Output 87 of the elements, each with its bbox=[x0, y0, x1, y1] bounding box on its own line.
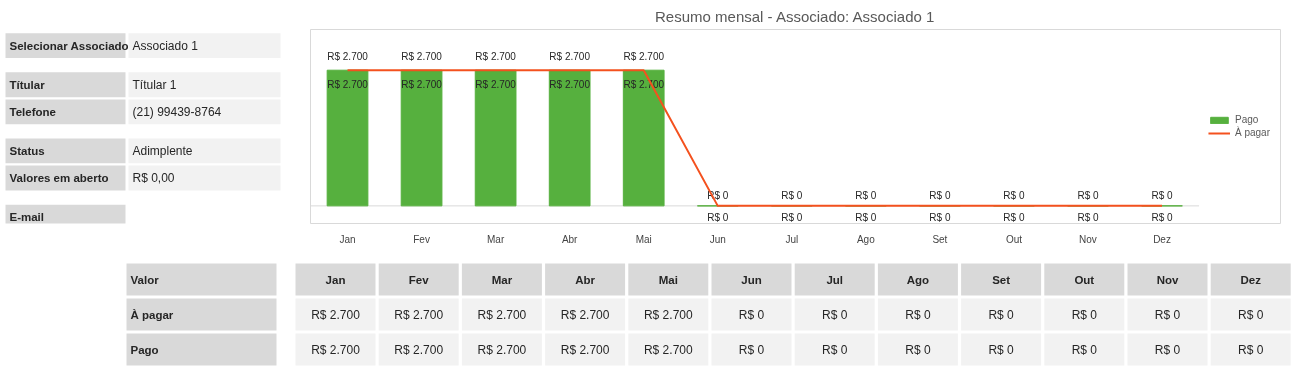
text: R$ 0 bbox=[1071, 307, 1097, 322]
text: R$ 0 bbox=[1238, 307, 1264, 322]
category-label: Dez bbox=[1240, 273, 1261, 286]
text: R$ 0 bbox=[988, 307, 1014, 322]
data-label: R$ 0 bbox=[781, 190, 803, 202]
text: R$ 0 bbox=[822, 342, 848, 357]
text: R$ 0 bbox=[905, 342, 931, 357]
text: R$ 2.700 bbox=[311, 307, 360, 322]
text: R$ 2.700 bbox=[477, 307, 527, 322]
category-label: Fev bbox=[408, 273, 429, 286]
category-label: Abr bbox=[575, 273, 596, 286]
text: R$ 2.700 bbox=[477, 342, 527, 357]
x-tick-label: Jun bbox=[709, 233, 726, 245]
text: R$ 2.700 bbox=[394, 307, 444, 322]
text: Valor bbox=[130, 273, 160, 286]
text: R$ 0 bbox=[988, 342, 1014, 357]
category-label: Set bbox=[992, 273, 1011, 286]
data-label: R$ 0 bbox=[1003, 190, 1025, 202]
data-label: R$ 2.700 bbox=[549, 78, 591, 90]
text: Pago bbox=[130, 343, 159, 356]
category-label: Mar bbox=[491, 273, 513, 286]
data-label: R$ 0 bbox=[855, 190, 877, 202]
data-label: R$ 0 bbox=[1003, 212, 1025, 224]
text: R$ 0 bbox=[905, 307, 931, 322]
text: R$ 2.700 bbox=[643, 342, 693, 357]
data-label: R$ 2.700 bbox=[475, 50, 517, 62]
legend-label: À pagar bbox=[1234, 127, 1270, 138]
x-tick-label: Abr bbox=[561, 233, 579, 245]
text: R$ 2.700 bbox=[560, 342, 610, 357]
category-label: Jul bbox=[826, 273, 844, 286]
x-tick-label: Out bbox=[1005, 233, 1023, 245]
text: Valores em aberto bbox=[9, 172, 109, 185]
text: R$ 0 bbox=[1071, 342, 1097, 357]
data-label: R$ 0 bbox=[1077, 190, 1099, 202]
text: Títular 1 bbox=[132, 77, 177, 92]
category-label: Ago bbox=[906, 273, 930, 286]
data-label: R$ 2.700 bbox=[401, 78, 443, 90]
text: Selecionar Associado bbox=[9, 39, 129, 52]
x-tick-label: Set bbox=[932, 233, 948, 245]
category-label: Nov bbox=[1156, 273, 1179, 286]
category-label: Jun bbox=[741, 273, 762, 286]
text: R$ 0 bbox=[738, 307, 765, 322]
chart-title: Resumo mensal - Associado: Associado 1 bbox=[655, 7, 935, 25]
data-label: R$ 0 bbox=[781, 212, 803, 224]
data-label: R$ 2.700 bbox=[327, 78, 369, 90]
data-label: R$ 0 bbox=[929, 190, 951, 202]
text: Status bbox=[9, 144, 45, 157]
data-label: R$ 0 bbox=[1151, 212, 1174, 224]
data-label: R$ 2.700 bbox=[623, 50, 665, 62]
data-label: R$ 0 bbox=[1077, 212, 1099, 224]
x-tick-label: Mai bbox=[635, 233, 652, 245]
text: Associado 1 bbox=[132, 38, 199, 53]
text: R$ 2.700 bbox=[643, 307, 693, 322]
category-label: Mai bbox=[658, 273, 678, 286]
text: R$ 2.700 bbox=[560, 307, 610, 322]
text: Títular bbox=[9, 78, 46, 91]
category-label: Out bbox=[1074, 273, 1095, 286]
data-label: R$ 2.700 bbox=[401, 50, 443, 62]
x-tick-label: Nov bbox=[1079, 233, 1097, 245]
data-label: R$ 0 bbox=[707, 212, 729, 224]
x-tick-label: Fev bbox=[413, 233, 430, 245]
x-tick-label: Jul bbox=[785, 233, 799, 245]
text: R$ 0 bbox=[1154, 307, 1181, 322]
data-label: R$ 0 bbox=[929, 212, 951, 224]
data-label: R$ 2.700 bbox=[475, 78, 517, 90]
data-label: R$ 0 bbox=[855, 212, 877, 224]
data-label: R$ 2.700 bbox=[327, 50, 369, 62]
text: R$ 0 bbox=[1238, 342, 1264, 357]
text: E-mail bbox=[9, 211, 45, 224]
x-tick-label: Mar bbox=[487, 233, 505, 245]
data-label: R$ 0 bbox=[1151, 190, 1174, 202]
text: R$ 0,00 bbox=[132, 171, 175, 186]
legend-label: Pago bbox=[1234, 114, 1259, 125]
x-tick-label: Jan bbox=[339, 233, 356, 245]
text: R$ 2.700 bbox=[311, 342, 360, 357]
text: R$ 0 bbox=[822, 307, 848, 322]
text: R$ 0 bbox=[1154, 342, 1181, 357]
text: R$ 2.700 bbox=[394, 342, 444, 357]
text: (21) 99439-8764 bbox=[132, 104, 222, 119]
text: Telefone bbox=[9, 105, 56, 118]
x-tick-label: Ago bbox=[856, 233, 876, 245]
x-tick-label: Dez bbox=[1153, 233, 1171, 245]
category-label: Jan bbox=[325, 273, 346, 286]
data-label: R$ 2.700 bbox=[549, 50, 591, 62]
text: Adimplente bbox=[132, 143, 193, 158]
text: R$ 0 bbox=[738, 342, 765, 357]
text: À pagar bbox=[130, 308, 174, 321]
